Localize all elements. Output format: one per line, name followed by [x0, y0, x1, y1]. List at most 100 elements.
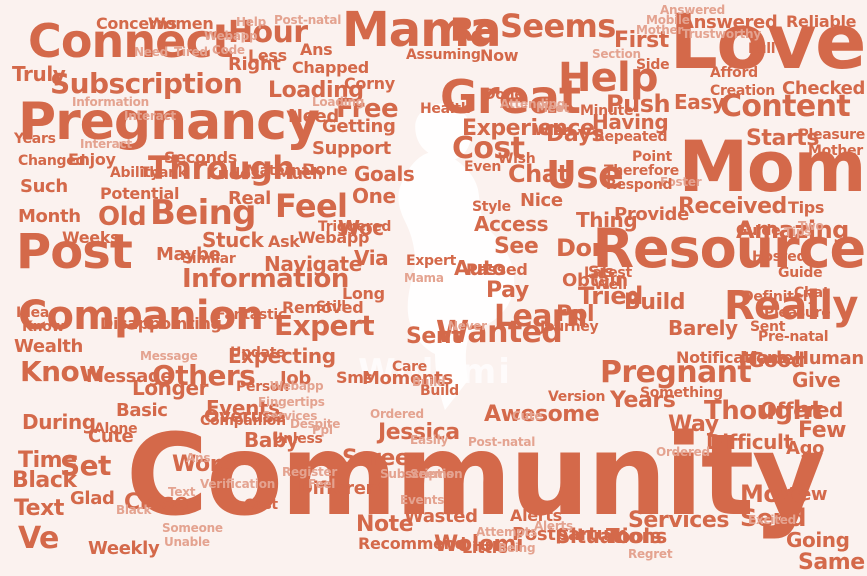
cloud-word: Glad [70, 488, 115, 509]
cloud-word: Woc [338, 216, 384, 240]
cloud-word: Corny [344, 74, 395, 93]
cloud-word: Feel [275, 187, 348, 225]
cloud-word: First [614, 28, 669, 53]
cloud-word: Maybe [156, 244, 221, 265]
cloud-word: Ask [268, 232, 300, 251]
cloud-word: Message [86, 366, 173, 387]
cloud-word: Provide [614, 204, 689, 225]
cloud-word: Passed [466, 260, 528, 279]
cloud-word: Made [740, 348, 794, 369]
cloud-word: Removed [282, 298, 364, 317]
cloud-word: Nice [520, 190, 563, 211]
cloud-word: Message [140, 349, 198, 363]
cloud-word: Years [14, 131, 56, 147]
cloud-word: Wish [498, 151, 536, 167]
cloud-word: Attending [500, 97, 566, 111]
cloud-word: Longer [132, 376, 209, 400]
cloud-word: Ability [110, 165, 160, 181]
cloud-word: Idea [16, 305, 50, 321]
pregnant-mother-silhouette-icon [398, 103, 515, 411]
cloud-word: Black [116, 503, 152, 517]
cloud-word: Wealth [14, 336, 83, 357]
cloud-word: Webapp [270, 379, 324, 393]
cloud-word: Help [236, 15, 266, 29]
cloud-word: Thank [140, 165, 187, 181]
cloud-word: Received [678, 194, 787, 219]
cloud-word: Chapped [292, 58, 369, 77]
cloud-word: Even [464, 159, 502, 175]
cloud-word: Content [720, 89, 851, 124]
cloud-word: Assuming [406, 47, 481, 63]
cloud-word: Goals [354, 162, 415, 186]
cloud-word: Expert [406, 253, 457, 269]
cloud-word: Events [206, 396, 280, 420]
cloud-word: Guide [778, 265, 823, 281]
cloud-word: Via [354, 246, 389, 270]
cloud-word: Real [228, 188, 271, 209]
cloud-word: Cute [512, 409, 543, 423]
cloud-word: Stuck [202, 228, 264, 252]
cloud-word: Much [276, 164, 323, 183]
cloud-word: Subscription [50, 67, 243, 100]
brand-watermark: Wolomi [358, 352, 512, 392]
cloud-word: Creation [710, 83, 775, 99]
cloud-word: Few [798, 418, 847, 443]
cloud-word: Push [606, 90, 671, 118]
cloud-word: Different [298, 478, 387, 499]
cloud-word: Wanted [436, 315, 563, 350]
cloud-word: Overuse [204, 406, 286, 427]
cloud-word: Loading [268, 78, 364, 103]
cloud-word: Version [548, 389, 606, 405]
cloud-word: Despite [290, 417, 341, 431]
cloud-word: Situations [556, 524, 667, 548]
cloud-word: See [494, 234, 539, 259]
cloud-word: Sent [750, 319, 786, 335]
cloud-word: Feel [308, 477, 336, 491]
cloud-word: Therefore [604, 163, 679, 179]
cloud-word: Sis [588, 262, 614, 281]
cloud-word: Baby [244, 428, 299, 452]
cloud-word: Tips [784, 225, 812, 239]
cloud-word: Screen [342, 446, 425, 471]
cloud-word: Learn [494, 299, 587, 334]
cloud-word: Trustworthy [682, 27, 761, 41]
cloud-word: Seems [410, 467, 454, 481]
cloud-word: Difficult [706, 430, 793, 454]
cloud-word: Cost [244, 497, 278, 513]
cloud-word: Pregnancy [18, 92, 320, 152]
cloud-word: Offered [760, 398, 843, 422]
cloud-word: Job [280, 368, 311, 389]
cloud-word: Really [724, 283, 858, 329]
cloud-word: Wasted [404, 506, 478, 527]
cloud-word: Sent [406, 324, 462, 349]
cloud-word: Notifications [676, 348, 788, 367]
cloud-word: Reliable [786, 12, 857, 31]
cloud-word: Mother [636, 23, 684, 37]
cloud-word: Code [212, 43, 245, 57]
cloud-word: Easy [674, 90, 725, 114]
cloud-word: Old [98, 202, 147, 232]
cloud-word: Note [356, 512, 414, 537]
cloud-word: Unable [164, 535, 210, 549]
cloud-word: Sms [336, 368, 373, 387]
cloud-word: Others [152, 359, 256, 392]
cloud-word: Fingertips [258, 395, 325, 409]
cloud-word: Text [14, 496, 64, 521]
cloud-word: Post-natal [468, 435, 536, 449]
cloud-word: Wolomi [434, 532, 524, 557]
cloud-word: During [22, 410, 96, 434]
cloud-word: Kudos [206, 164, 260, 183]
cloud-word: Ppl [556, 302, 595, 327]
cloud-word: Re [450, 11, 496, 49]
cloud-word: Great [440, 70, 581, 124]
cloud-word: One [352, 184, 396, 208]
cloud-word: Unless [272, 431, 323, 447]
cloud-word: Expert [274, 309, 375, 342]
cloud-word: Community [126, 411, 825, 541]
cloud-word: Mother [808, 143, 863, 159]
cloud-word: More [740, 480, 807, 508]
cloud-word: Human [794, 348, 864, 369]
cloud-word: Awesome [484, 402, 600, 427]
cloud-word: Care [392, 359, 428, 375]
